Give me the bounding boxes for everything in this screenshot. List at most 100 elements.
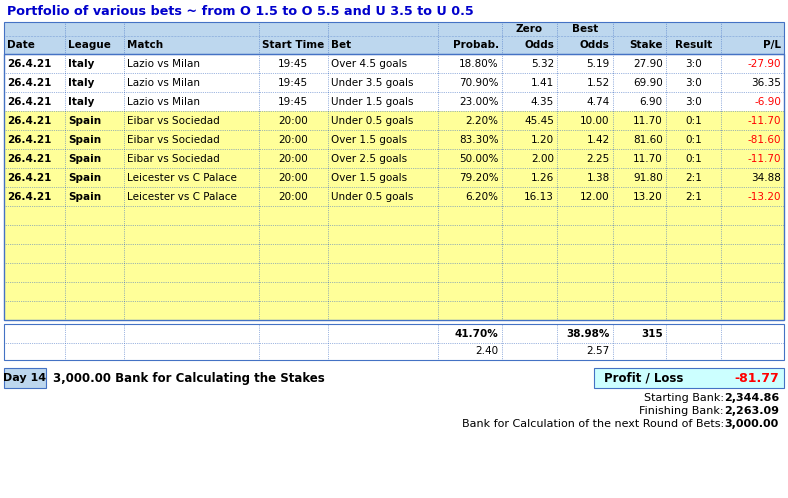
Text: 2.00: 2.00: [531, 153, 554, 163]
Bar: [4, 324, 784, 360]
Text: Start Time: Start Time: [262, 40, 325, 50]
Text: 45.45: 45.45: [524, 116, 554, 125]
Text: Under 0.5 goals: Under 0.5 goals: [331, 192, 413, 202]
Text: Odds: Odds: [524, 40, 554, 50]
Text: Zero: Zero: [516, 24, 543, 34]
Text: 12.00: 12.00: [580, 192, 610, 202]
Text: 18.80%: 18.80%: [459, 58, 499, 69]
Text: 4.35: 4.35: [531, 97, 554, 107]
Text: 26.4.21: 26.4.21: [7, 134, 51, 144]
Text: Leicester vs C Palace: Leicester vs C Palace: [127, 172, 237, 182]
Text: Starting Bank:: Starting Bank:: [644, 393, 724, 403]
Text: 23.00%: 23.00%: [459, 97, 499, 107]
Text: Best: Best: [572, 24, 598, 34]
Text: Eibar vs Sociedad: Eibar vs Sociedad: [127, 153, 220, 163]
Text: Spain: Spain: [69, 172, 102, 182]
Text: Portfolio of various bets ~ from O 1.5 to O 5.5 and U 3.5 to U 0.5: Portfolio of various bets ~ from O 1.5 t…: [7, 4, 474, 17]
Text: 2.20%: 2.20%: [466, 116, 499, 125]
Text: 19:45: 19:45: [278, 58, 308, 69]
Text: 41.70%: 41.70%: [455, 329, 499, 339]
Text: 2,263.09: 2,263.09: [724, 406, 779, 416]
Text: 50.00%: 50.00%: [459, 153, 499, 163]
Text: 11.70: 11.70: [633, 116, 663, 125]
Text: 4.74: 4.74: [586, 97, 610, 107]
Text: Result: Result: [675, 40, 712, 50]
Text: 20:00: 20:00: [278, 192, 308, 202]
Text: 2.57: 2.57: [586, 346, 610, 356]
Text: Match: Match: [127, 40, 163, 50]
Bar: [4, 54, 784, 320]
Text: 5.32: 5.32: [531, 58, 554, 69]
Text: Spain: Spain: [69, 153, 102, 163]
Text: Leicester vs C Palace: Leicester vs C Palace: [127, 192, 237, 202]
Text: Spain: Spain: [69, 116, 102, 125]
Text: 1.38: 1.38: [586, 172, 610, 182]
Text: 36.35: 36.35: [751, 78, 781, 88]
Text: Under 0.5 goals: Under 0.5 goals: [331, 116, 413, 125]
Text: 13.20: 13.20: [633, 192, 663, 202]
Text: 26.4.21: 26.4.21: [7, 153, 51, 163]
Text: 1.42: 1.42: [586, 134, 610, 144]
Text: 2.40: 2.40: [476, 346, 499, 356]
Text: 3:0: 3:0: [685, 97, 702, 107]
Text: -11.70: -11.70: [748, 153, 781, 163]
Text: Bet: Bet: [331, 40, 351, 50]
Text: -27.90: -27.90: [748, 58, 781, 69]
Bar: [4, 130, 784, 149]
Text: 20:00: 20:00: [278, 153, 308, 163]
Text: 26.4.21: 26.4.21: [7, 192, 51, 202]
Text: Lazio vs Milan: Lazio vs Milan: [127, 58, 200, 69]
Text: 3,000.00: 3,000.00: [725, 419, 779, 429]
Text: Italy: Italy: [69, 58, 95, 69]
Text: Over 2.5 goals: Over 2.5 goals: [331, 153, 407, 163]
Text: 0:1: 0:1: [685, 153, 702, 163]
Bar: [4, 187, 784, 206]
Text: 1.26: 1.26: [531, 172, 554, 182]
Text: 6.90: 6.90: [640, 97, 663, 107]
Text: 19:45: 19:45: [278, 97, 308, 107]
Text: 5.19: 5.19: [586, 58, 610, 69]
Bar: [4, 301, 784, 320]
Bar: [4, 244, 784, 263]
Text: 70.90%: 70.90%: [459, 78, 499, 88]
Text: 3:0: 3:0: [685, 78, 702, 88]
Text: -13.20: -13.20: [748, 192, 781, 202]
Text: 91.80: 91.80: [633, 172, 663, 182]
Bar: [4, 73, 784, 92]
Text: 1.20: 1.20: [531, 134, 554, 144]
Text: Under 1.5 goals: Under 1.5 goals: [331, 97, 414, 107]
Text: Day 14: Day 14: [3, 373, 46, 383]
Text: 26.4.21: 26.4.21: [7, 58, 51, 69]
Text: 2:1: 2:1: [685, 172, 702, 182]
Text: 1.52: 1.52: [586, 78, 610, 88]
Text: Lazio vs Milan: Lazio vs Milan: [127, 97, 200, 107]
Text: 20:00: 20:00: [278, 116, 308, 125]
Text: 20:00: 20:00: [278, 134, 308, 144]
Text: 83.30%: 83.30%: [459, 134, 499, 144]
Text: 3:0: 3:0: [685, 58, 702, 69]
Bar: [4, 168, 784, 187]
Bar: [4, 111, 784, 130]
Bar: [4, 92, 784, 111]
Text: Odds: Odds: [580, 40, 610, 50]
Text: -11.70: -11.70: [748, 116, 781, 125]
Text: -81.60: -81.60: [748, 134, 781, 144]
Text: Over 1.5 goals: Over 1.5 goals: [331, 172, 407, 182]
Text: Date: Date: [7, 40, 35, 50]
Text: Under 3.5 goals: Under 3.5 goals: [331, 78, 414, 88]
Text: Spain: Spain: [69, 192, 102, 202]
Text: Spain: Spain: [69, 134, 102, 144]
Text: Over 4.5 goals: Over 4.5 goals: [331, 58, 407, 69]
Text: Probab.: Probab.: [452, 40, 499, 50]
Text: 26.4.21: 26.4.21: [7, 172, 51, 182]
Bar: [594, 368, 784, 388]
Text: 10.00: 10.00: [580, 116, 610, 125]
Text: 79.20%: 79.20%: [459, 172, 499, 182]
Text: P/L: P/L: [763, 40, 781, 50]
Text: Italy: Italy: [69, 97, 95, 107]
Text: 20:00: 20:00: [278, 172, 308, 182]
Text: 26.4.21: 26.4.21: [7, 97, 51, 107]
Text: Lazio vs Milan: Lazio vs Milan: [127, 78, 200, 88]
Text: 26.4.21: 26.4.21: [7, 116, 51, 125]
Text: 6.20%: 6.20%: [466, 192, 499, 202]
